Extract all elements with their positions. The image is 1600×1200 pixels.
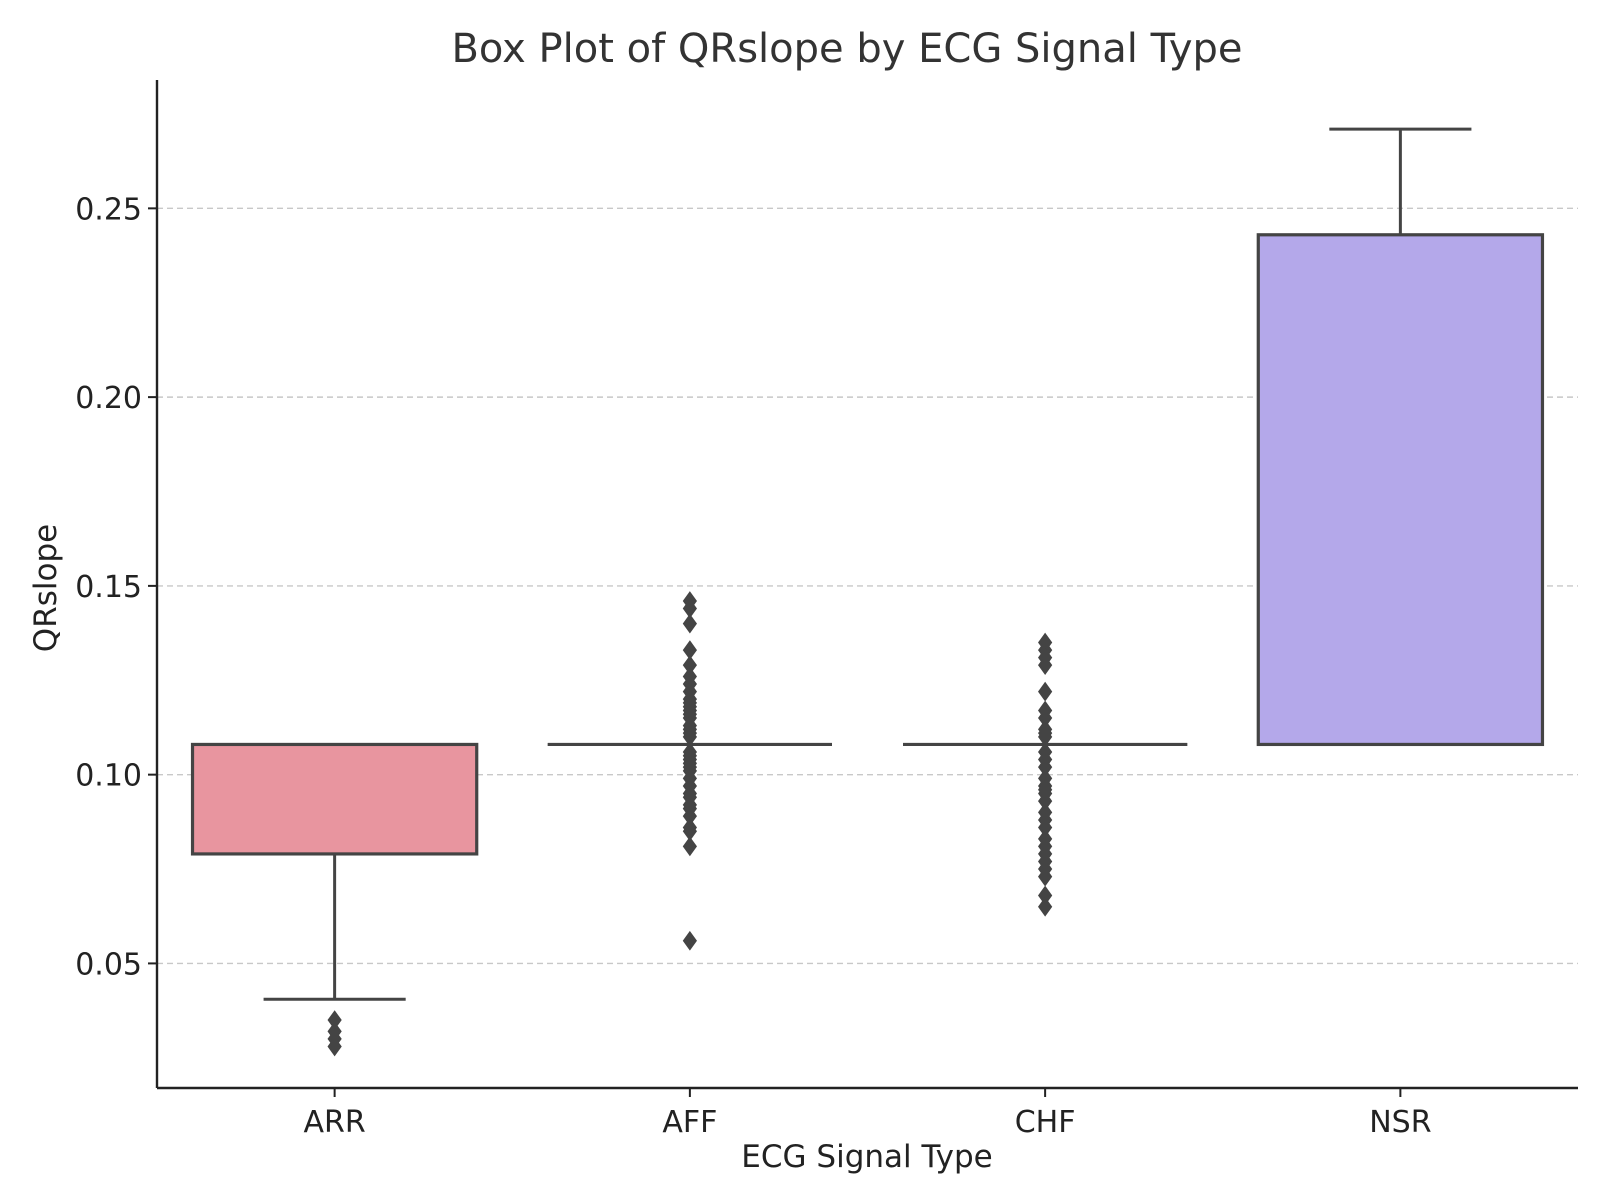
x-axis-ticks: ARR AFF CHF NSR — [304, 1088, 1432, 1140]
y-tick-label: 0.05 — [75, 947, 142, 982]
box-group-nsr — [1256, 127, 1545, 747]
box-body — [1256, 233, 1545, 747]
y-tick-label: 0.10 — [75, 759, 142, 794]
outlier-point — [327, 1021, 342, 1042]
chart-title: Box Plot of QRslope by ECG Signal Type — [451, 26, 1242, 72]
outlier-point — [682, 930, 697, 951]
y-tick-label: 0.20 — [75, 381, 142, 416]
outlier-point — [1038, 896, 1053, 917]
y-tick-label: 0.15 — [75, 570, 142, 605]
outlier-point — [1038, 866, 1053, 887]
outlier-point — [1038, 655, 1053, 676]
x-tick-label: ARR — [304, 1105, 366, 1140]
y-axis-ticks: 0.05 0.10 0.15 0.20 0.25 — [75, 192, 157, 982]
outlier-point — [682, 613, 697, 634]
outlier-point — [682, 836, 697, 857]
y-tick-label: 0.25 — [75, 192, 142, 227]
plot-area — [190, 127, 1545, 1057]
y-axis-label: QRslope — [28, 524, 64, 652]
x-tick-label: NSR — [1369, 1105, 1431, 1140]
outlier-point — [1038, 681, 1053, 702]
x-tick-label: CHF — [1015, 1105, 1076, 1140]
x-axis-label: ECG Signal Type — [741, 1139, 992, 1175]
x-tick-label: AFF — [662, 1105, 717, 1140]
box-group-aff — [547, 591, 832, 951]
box-group-chf — [903, 632, 1188, 917]
box-group-arr — [190, 742, 479, 1057]
box-body — [190, 742, 479, 856]
outlier-point — [327, 1010, 342, 1030]
